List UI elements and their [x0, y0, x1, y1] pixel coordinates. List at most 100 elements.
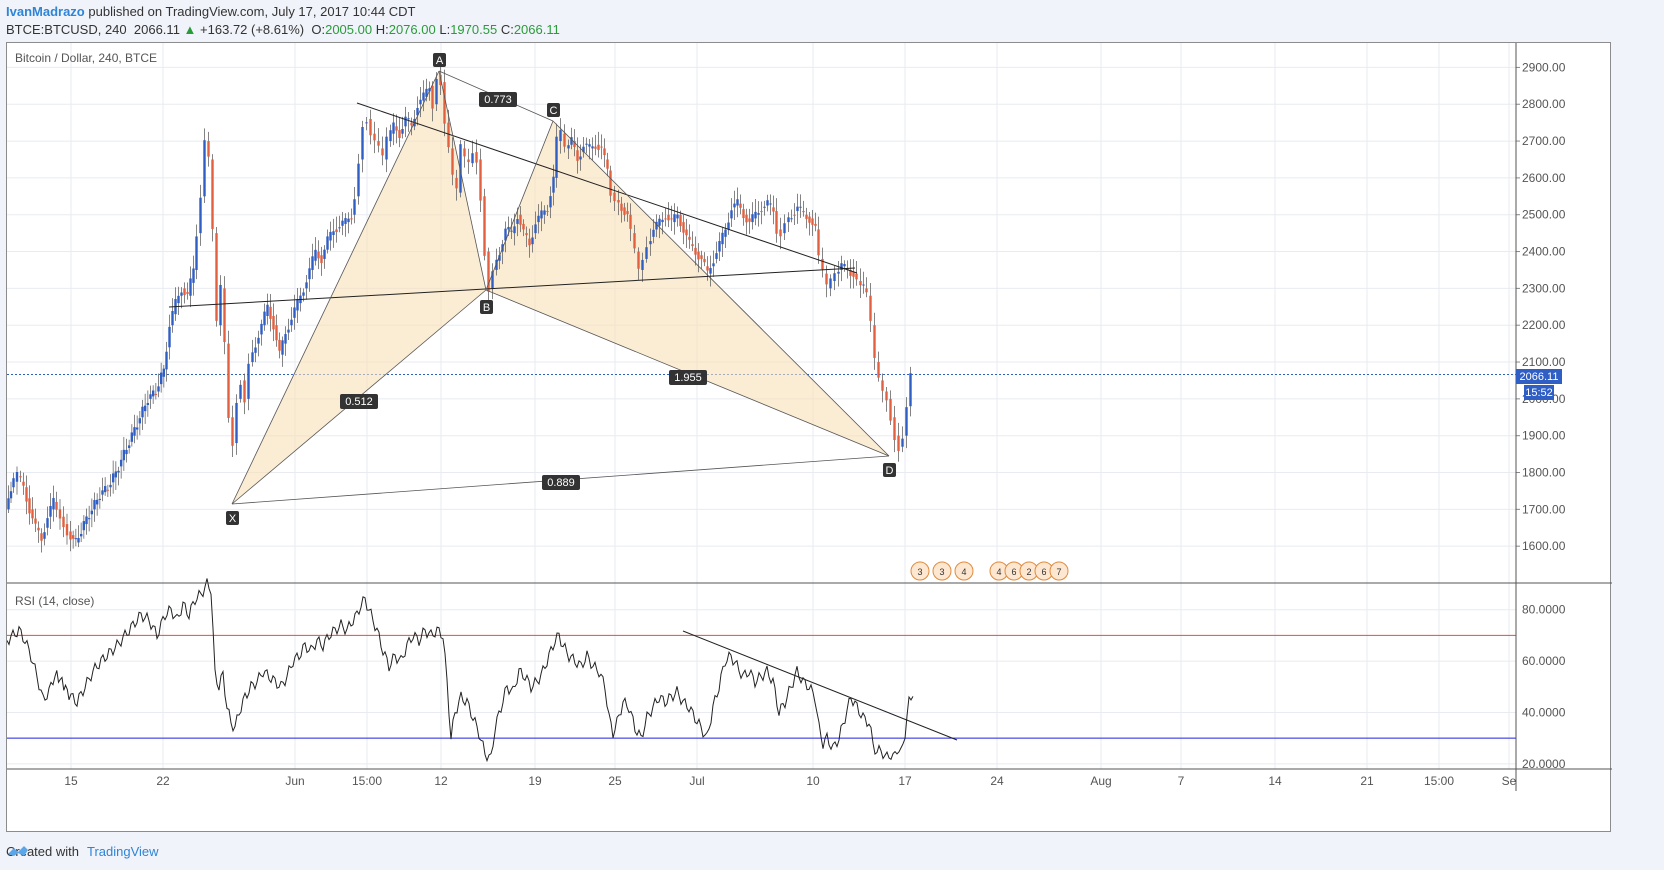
candle-body: [269, 306, 272, 319]
price-tick-label: 2400.00: [1522, 245, 1566, 259]
candle-body: [840, 263, 843, 270]
candle-body: [537, 215, 540, 223]
candle-body: [802, 211, 805, 213]
candle-body: [12, 478, 15, 488]
time-tick-label: 15:00: [1424, 774, 1454, 788]
chart-container[interactable]: 2900.00 2800.00 2700.00 2600.00 2500.00 2400.…: [6, 42, 1612, 833]
candle-body: [609, 170, 612, 196]
candle-body: [833, 273, 836, 282]
candle-body: [77, 537, 80, 543]
time-tick-label: 19: [528, 774, 542, 788]
candle-body: [373, 133, 376, 141]
candle-body: [691, 244, 694, 247]
candle-body: [855, 273, 858, 280]
open-value: 2005.00: [325, 22, 373, 37]
neckline-trendline: [168, 267, 856, 308]
candle-body: [757, 213, 760, 215]
flag-icon[interactable]: 4: [954, 561, 974, 581]
svg-text:4: 4: [996, 567, 1001, 577]
price-candles: [7, 64, 912, 553]
candle-body: [673, 214, 676, 223]
candle-body: [873, 325, 876, 358]
svg-text:0.512: 0.512: [345, 396, 373, 408]
candle-body: [658, 218, 661, 226]
trend-lines: [168, 102, 858, 308]
author-link[interactable]: IvanMadrazo: [6, 4, 85, 19]
candle-body: [149, 394, 152, 399]
candle-body: [31, 509, 34, 519]
candle-body: [111, 473, 115, 483]
price-tick-label: 1600.00: [1522, 539, 1566, 553]
candle-body: [422, 92, 425, 101]
candle-body: [620, 203, 623, 211]
economic-events-group-1[interactable]: 3 3 4: [910, 561, 974, 581]
candle-body: [682, 222, 685, 233]
candle-body: [559, 130, 562, 142]
candle-body: [404, 116, 407, 127]
chart-canvas[interactable]: 2900.00 2800.00 2700.00 2600.00 2500.00 2400.…: [7, 43, 1612, 833]
ab-leg: [438, 70, 487, 291]
candle-body: [655, 221, 658, 230]
price-tick-label: 2300.00: [1522, 281, 1566, 295]
price-tick-label: 2800.00: [1522, 97, 1566, 111]
close-value: 2066.11: [513, 22, 560, 37]
candle-body: [588, 144, 591, 147]
candle-body: [186, 292, 189, 294]
candle-body: [670, 218, 673, 220]
candle-body: [338, 227, 341, 229]
svg-text:3: 3: [917, 567, 922, 577]
low-value: 1970.55: [450, 22, 498, 37]
candle-body: [381, 148, 384, 156]
candle-body: [365, 122, 368, 124]
candle-body: [215, 233, 218, 321]
xa-leg: [231, 70, 440, 505]
tradingview-link[interactable]: TradingView: [86, 844, 159, 859]
candle-body: [591, 146, 594, 149]
candle-body: [652, 229, 655, 237]
candle-body: [491, 271, 494, 289]
candle-body: [825, 273, 828, 285]
candle-body: [138, 418, 142, 424]
candle-body: [837, 271, 840, 274]
candle-body: [664, 218, 667, 220]
candle-body: [117, 470, 120, 473]
candle-body: [275, 325, 278, 341]
candle-body: [168, 326, 171, 348]
candle-body: [700, 255, 703, 259]
flag-icon[interactable]: 6: [1004, 561, 1024, 581]
candle-body: [223, 288, 226, 343]
point-d-label: D: [883, 463, 896, 477]
axes: 2900.00 2800.00 2700.00 2600.00 2500.00 2400.…: [7, 43, 1612, 791]
candle-body: [335, 229, 338, 233]
high-label: H:: [375, 22, 389, 37]
candle-body: [909, 373, 912, 407]
candle-body: [287, 329, 290, 333]
candle-body: [467, 159, 470, 163]
candle-body: [22, 481, 25, 486]
time-tick-label: 21: [1360, 774, 1374, 788]
candle-body: [582, 146, 585, 153]
candle-body: [410, 122, 413, 126]
flag-icon[interactable]: 6: [1034, 561, 1054, 581]
candle-body: [546, 211, 549, 213]
candle-body: [302, 292, 305, 296]
candle-body: [585, 143, 588, 145]
flag-icon[interactable]: 7: [1049, 561, 1069, 581]
candle-body: [235, 402, 238, 444]
candle-body: [522, 223, 525, 230]
economic-events-group-2[interactable]: 4 6 2 6 7: [989, 561, 1069, 581]
time-tick-label: 10: [806, 774, 820, 788]
candle-body: [243, 380, 246, 403]
flag-icon[interactable]: 3: [932, 561, 952, 581]
time-tick-label: 15:00: [352, 774, 382, 788]
flag-icon[interactable]: 3: [910, 561, 930, 581]
candle-body: [519, 214, 522, 225]
candle-body: [311, 256, 314, 270]
candle-body: [85, 516, 88, 525]
candle-body: [479, 159, 482, 201]
candle-body: [712, 263, 715, 267]
ratio-bd-label: 1.955: [669, 370, 707, 385]
candle-body: [510, 230, 513, 232]
grid-lines: [7, 43, 1516, 769]
candle-body: [617, 199, 620, 203]
